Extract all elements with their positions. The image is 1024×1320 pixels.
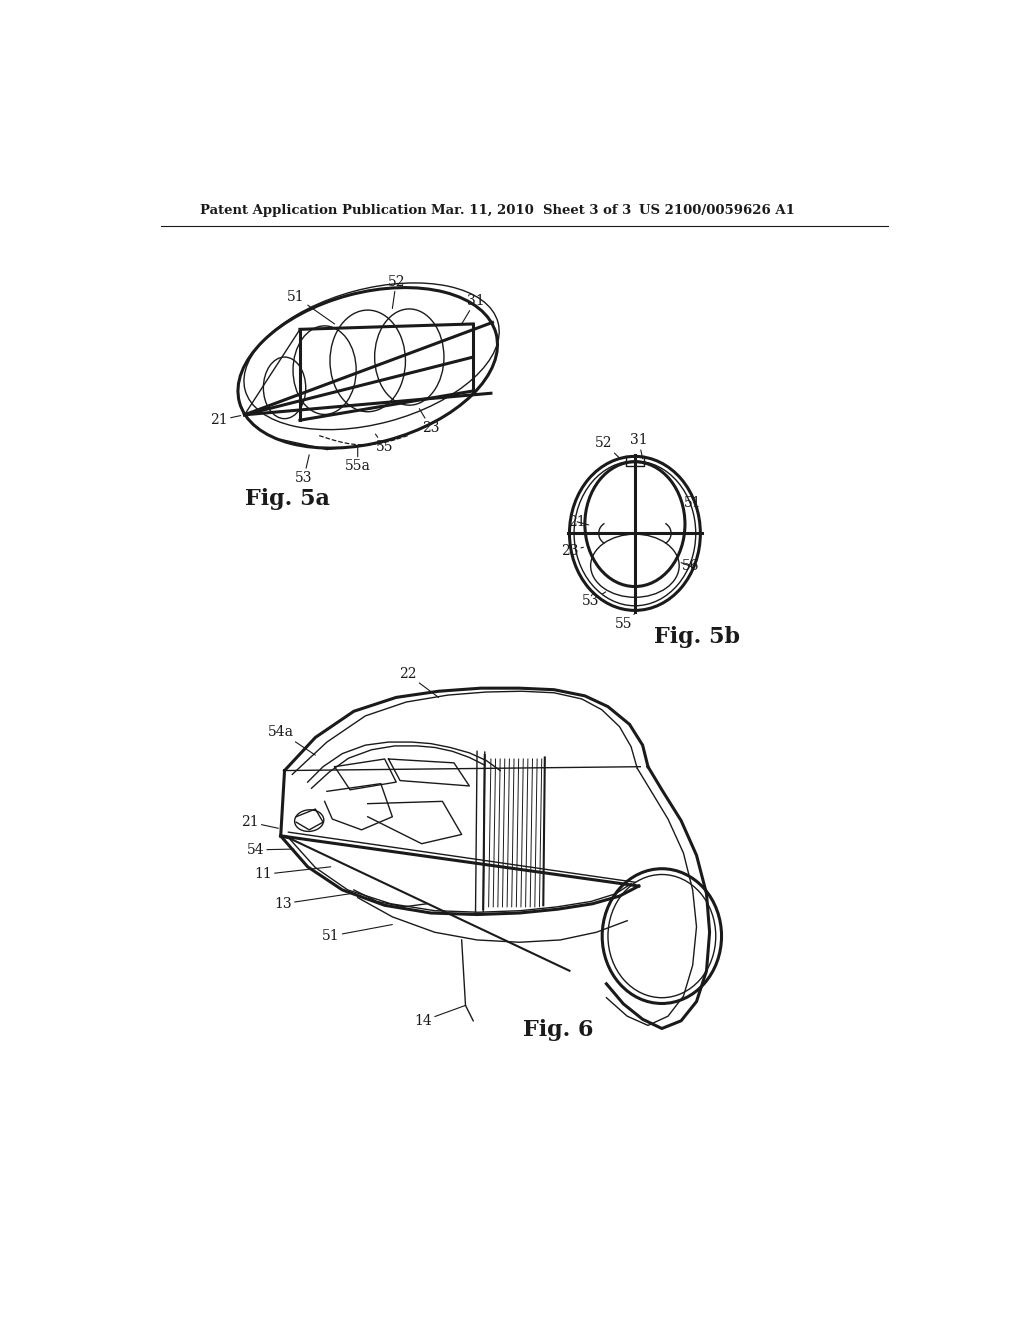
Text: Patent Application Publication: Patent Application Publication xyxy=(200,205,427,218)
Text: Mar. 11, 2010  Sheet 3 of 3: Mar. 11, 2010 Sheet 3 of 3 xyxy=(431,205,631,218)
Text: 53: 53 xyxy=(583,591,605,609)
Text: 21: 21 xyxy=(210,413,241,428)
Text: 51: 51 xyxy=(288,290,335,323)
Text: 53: 53 xyxy=(295,455,312,484)
Text: 55: 55 xyxy=(614,614,634,631)
Text: 54a: 54a xyxy=(267,725,315,755)
Text: Fig. 5b: Fig. 5b xyxy=(654,627,740,648)
Text: 55: 55 xyxy=(376,434,393,454)
Text: 56: 56 xyxy=(681,560,699,573)
Text: 54: 54 xyxy=(247,843,294,857)
Text: 13: 13 xyxy=(274,894,350,911)
Text: 31: 31 xyxy=(462,294,484,323)
Text: 21: 21 xyxy=(568,515,589,529)
Text: 21: 21 xyxy=(241,816,279,829)
Text: 52: 52 xyxy=(595,437,621,459)
Text: 51: 51 xyxy=(322,924,392,942)
Text: Fig. 5a: Fig. 5a xyxy=(245,488,330,510)
Text: 51: 51 xyxy=(684,496,701,515)
Text: US 2100/0059626 A1: US 2100/0059626 A1 xyxy=(639,205,795,218)
Text: 55a: 55a xyxy=(345,447,371,474)
Text: 31: 31 xyxy=(630,433,647,459)
Text: 23: 23 xyxy=(561,544,584,558)
Text: Fig. 6: Fig. 6 xyxy=(523,1019,594,1041)
Text: 52: 52 xyxy=(387,275,404,309)
Text: 22: 22 xyxy=(399,668,438,697)
Text: 11: 11 xyxy=(254,867,331,882)
Text: 14: 14 xyxy=(415,1006,466,1028)
Text: 23: 23 xyxy=(419,409,439,434)
